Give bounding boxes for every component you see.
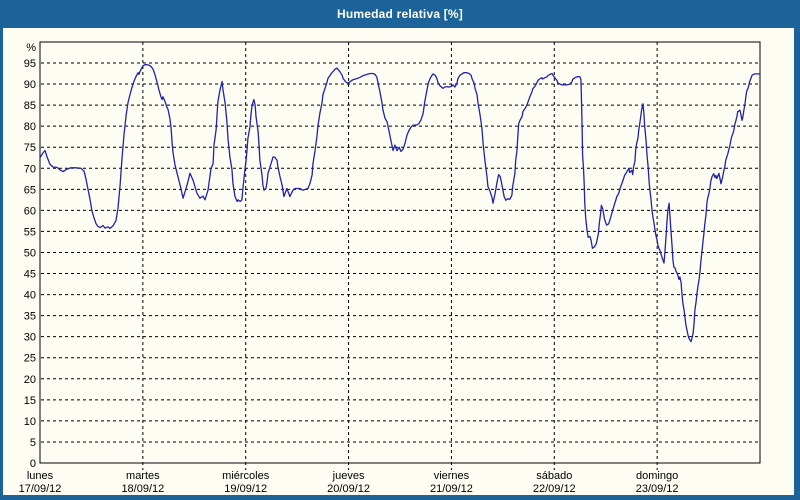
y-tick-label-65: 65 (24, 184, 36, 196)
chart-area: 0 5 10 15 20 25 30 35 40 45 50 55 60 65 70 75 80 85 90 95 lu… (3, 28, 794, 495)
day-label-jueves: jueves (332, 470, 365, 482)
y-tick-label-90: 90 (24, 79, 36, 91)
date-label-5: 22/09/12 (533, 483, 576, 495)
date-label-1: 18/09/12 (121, 483, 164, 495)
day-label-sábado: sábado (536, 470, 572, 482)
y-tick-label-55: 55 (24, 226, 36, 238)
day-label-viernes: viernes (434, 470, 470, 482)
y-tick-label-0: 0 (30, 458, 36, 470)
day-label-martes: martes (126, 470, 160, 482)
y-tick-label-80: 80 (24, 121, 36, 133)
y-tick-label-85: 85 (24, 100, 36, 112)
y-tick-label-40: 40 (24, 290, 36, 302)
series-layer (39, 64, 761, 343)
axis-label-layer: 0 5 10 15 20 25 30 35 40 45 50 55 60 65 70 75 80 85 90 95 lu… (19, 58, 679, 495)
y-tick-label-50: 50 (24, 247, 36, 259)
y-tick-label-60: 60 (24, 205, 36, 217)
date-label-0: 17/09/12 (19, 483, 62, 495)
y-tick-label-75: 75 (24, 142, 36, 154)
y-tick-label-30: 30 (24, 332, 36, 344)
date-label-4: 21/09/12 (430, 483, 473, 495)
chart-title: Humedad relativa [%] (336, 7, 464, 21)
y-tick-label-5: 5 (30, 437, 36, 449)
y-tick-label-35: 35 (24, 311, 36, 323)
y-tick-label-45: 45 (24, 269, 36, 281)
y-tick-label-70: 70 (24, 163, 36, 175)
plot-border (39, 41, 761, 464)
y-tick-label-95: 95 (24, 58, 36, 70)
y-tick-label-20: 20 (24, 374, 36, 386)
chart-titlebar: Humedad relativa [%] (0, 0, 800, 28)
date-label-6: 23/09/12 (636, 483, 679, 495)
y-axis-unit-label: % (26, 42, 36, 54)
day-label-miércoles: miércoles (222, 470, 270, 482)
y-tick-label-10: 10 (24, 416, 36, 428)
grid-layer (41, 42, 759, 470)
y-tick-label-15: 15 (24, 395, 36, 407)
humidity-line (39, 64, 761, 343)
day-label-domingo: domingo (636, 470, 678, 482)
day-label-lunes: lunes (27, 470, 54, 482)
date-label-2: 19/09/12 (224, 483, 267, 495)
date-label-3: 20/09/12 (327, 483, 370, 495)
y-tick-label-25: 25 (24, 353, 36, 365)
chart-plot-svg: 0 5 10 15 20 25 30 35 40 45 50 55 60 65 70 75 80 85 90 95 lu… (19, 41, 761, 495)
